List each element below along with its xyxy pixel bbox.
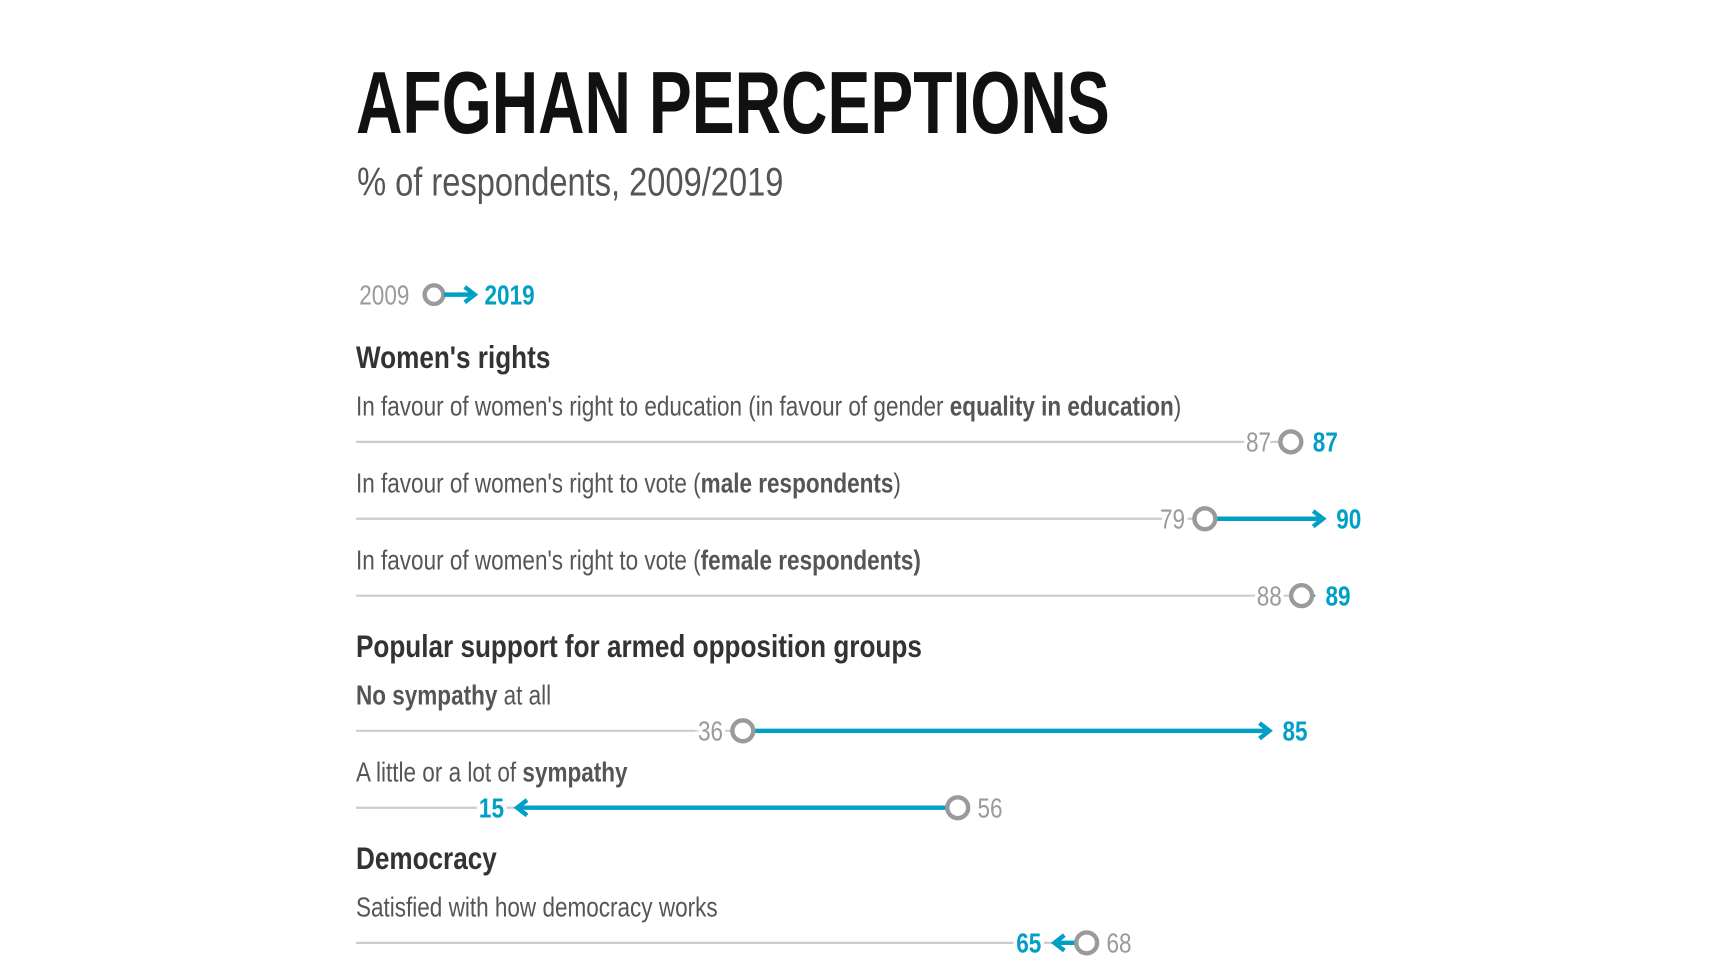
value-2009-label: 79	[1160, 505, 1185, 536]
chart-row: In favour of women's right to vote (fema…	[355, 545, 1355, 616]
value-2019-label: 89	[1326, 581, 1351, 612]
chart-row: A little or a lot of sympathy 56 15	[355, 757, 1007, 828]
chart-subtitle: % of respondents, 2009/2019	[357, 161, 783, 205]
legend: 2009 2019	[355, 276, 538, 315]
value-2009-label: 87	[1246, 428, 1271, 459]
group-heading: Popular support for armed opposition gro…	[356, 630, 922, 665]
value-2009-label: 68	[1106, 929, 1131, 960]
chart-row: In favour of women's right to vote (male…	[355, 468, 1365, 539]
row-label-segment: A little or a lot of	[356, 757, 522, 788]
chart-row: No sympathy at all 36 85	[355, 680, 1312, 751]
value-2019-label: 90	[1336, 505, 1361, 536]
row-label-segment: male respondents	[701, 468, 894, 499]
value-2009-label: 56	[978, 794, 1003, 825]
value-2009-label: 36	[698, 717, 723, 748]
chart-title: AFGHAN PERCEPTIONS	[356, 53, 1110, 152]
value-2009-marker	[1288, 583, 1315, 609]
arrowhead-icon	[513, 798, 529, 818]
row-label-segment: female respondents)	[701, 545, 921, 576]
row-label-segment: In favour of women's right to vote (	[356, 545, 701, 576]
row-label: A little or a lot of sympathy	[356, 757, 628, 788]
legend-2019-label: 2019	[485, 280, 535, 311]
row-label-segment: No sympathy	[356, 680, 497, 711]
legend-2009-label: 2009	[359, 280, 409, 311]
value-2009-marker	[730, 718, 756, 744]
value-2019-label: 87	[1313, 428, 1338, 459]
row-label: In favour of women's right to education …	[356, 391, 1181, 422]
row-label-segment: sympathy	[522, 757, 627, 788]
value-2019-label: 85	[1283, 717, 1308, 748]
value-2019-label: 65	[1016, 929, 1041, 960]
row-label-segment: In favour of women's right to education …	[356, 391, 950, 422]
chart-row: Satisfied with how democracy works 68 65	[355, 892, 1135, 963]
value-2009-label: 88	[1257, 581, 1282, 612]
row-label-segment: )	[1174, 391, 1182, 422]
row-label-segment: )	[893, 468, 901, 499]
row-label-segment: equality in education	[950, 391, 1174, 422]
row-label: Satisfied with how democracy works	[356, 892, 718, 923]
value-2009-marker	[1192, 506, 1218, 532]
legend-circle-icon	[422, 283, 446, 307]
group-heading: Democracy	[356, 842, 498, 877]
chart-row: In favour of women's right to education …	[355, 391, 1342, 462]
row-label: In favour of women's right to vote (male…	[356, 468, 901, 499]
arrowhead-icon	[1258, 721, 1273, 741]
row-label-segment: Satisfied with how democracy works	[356, 892, 718, 923]
legend-arrowhead-icon	[463, 285, 479, 305]
row-label-segment: at all	[497, 680, 551, 711]
row-label: No sympathy at all	[356, 680, 551, 711]
value-2009-marker	[1278, 429, 1304, 455]
value-2019-label: 15	[479, 794, 504, 825]
arrowhead-icon	[1050, 933, 1066, 953]
row-label-segment: In favour of women's right to vote (	[356, 468, 701, 499]
value-2009-marker	[1074, 930, 1100, 956]
row-label: In favour of women's right to vote (fema…	[356, 545, 921, 576]
group-heading: Women's rights	[356, 341, 550, 376]
arrowhead-icon	[1311, 509, 1327, 529]
value-2009-marker	[945, 795, 971, 821]
